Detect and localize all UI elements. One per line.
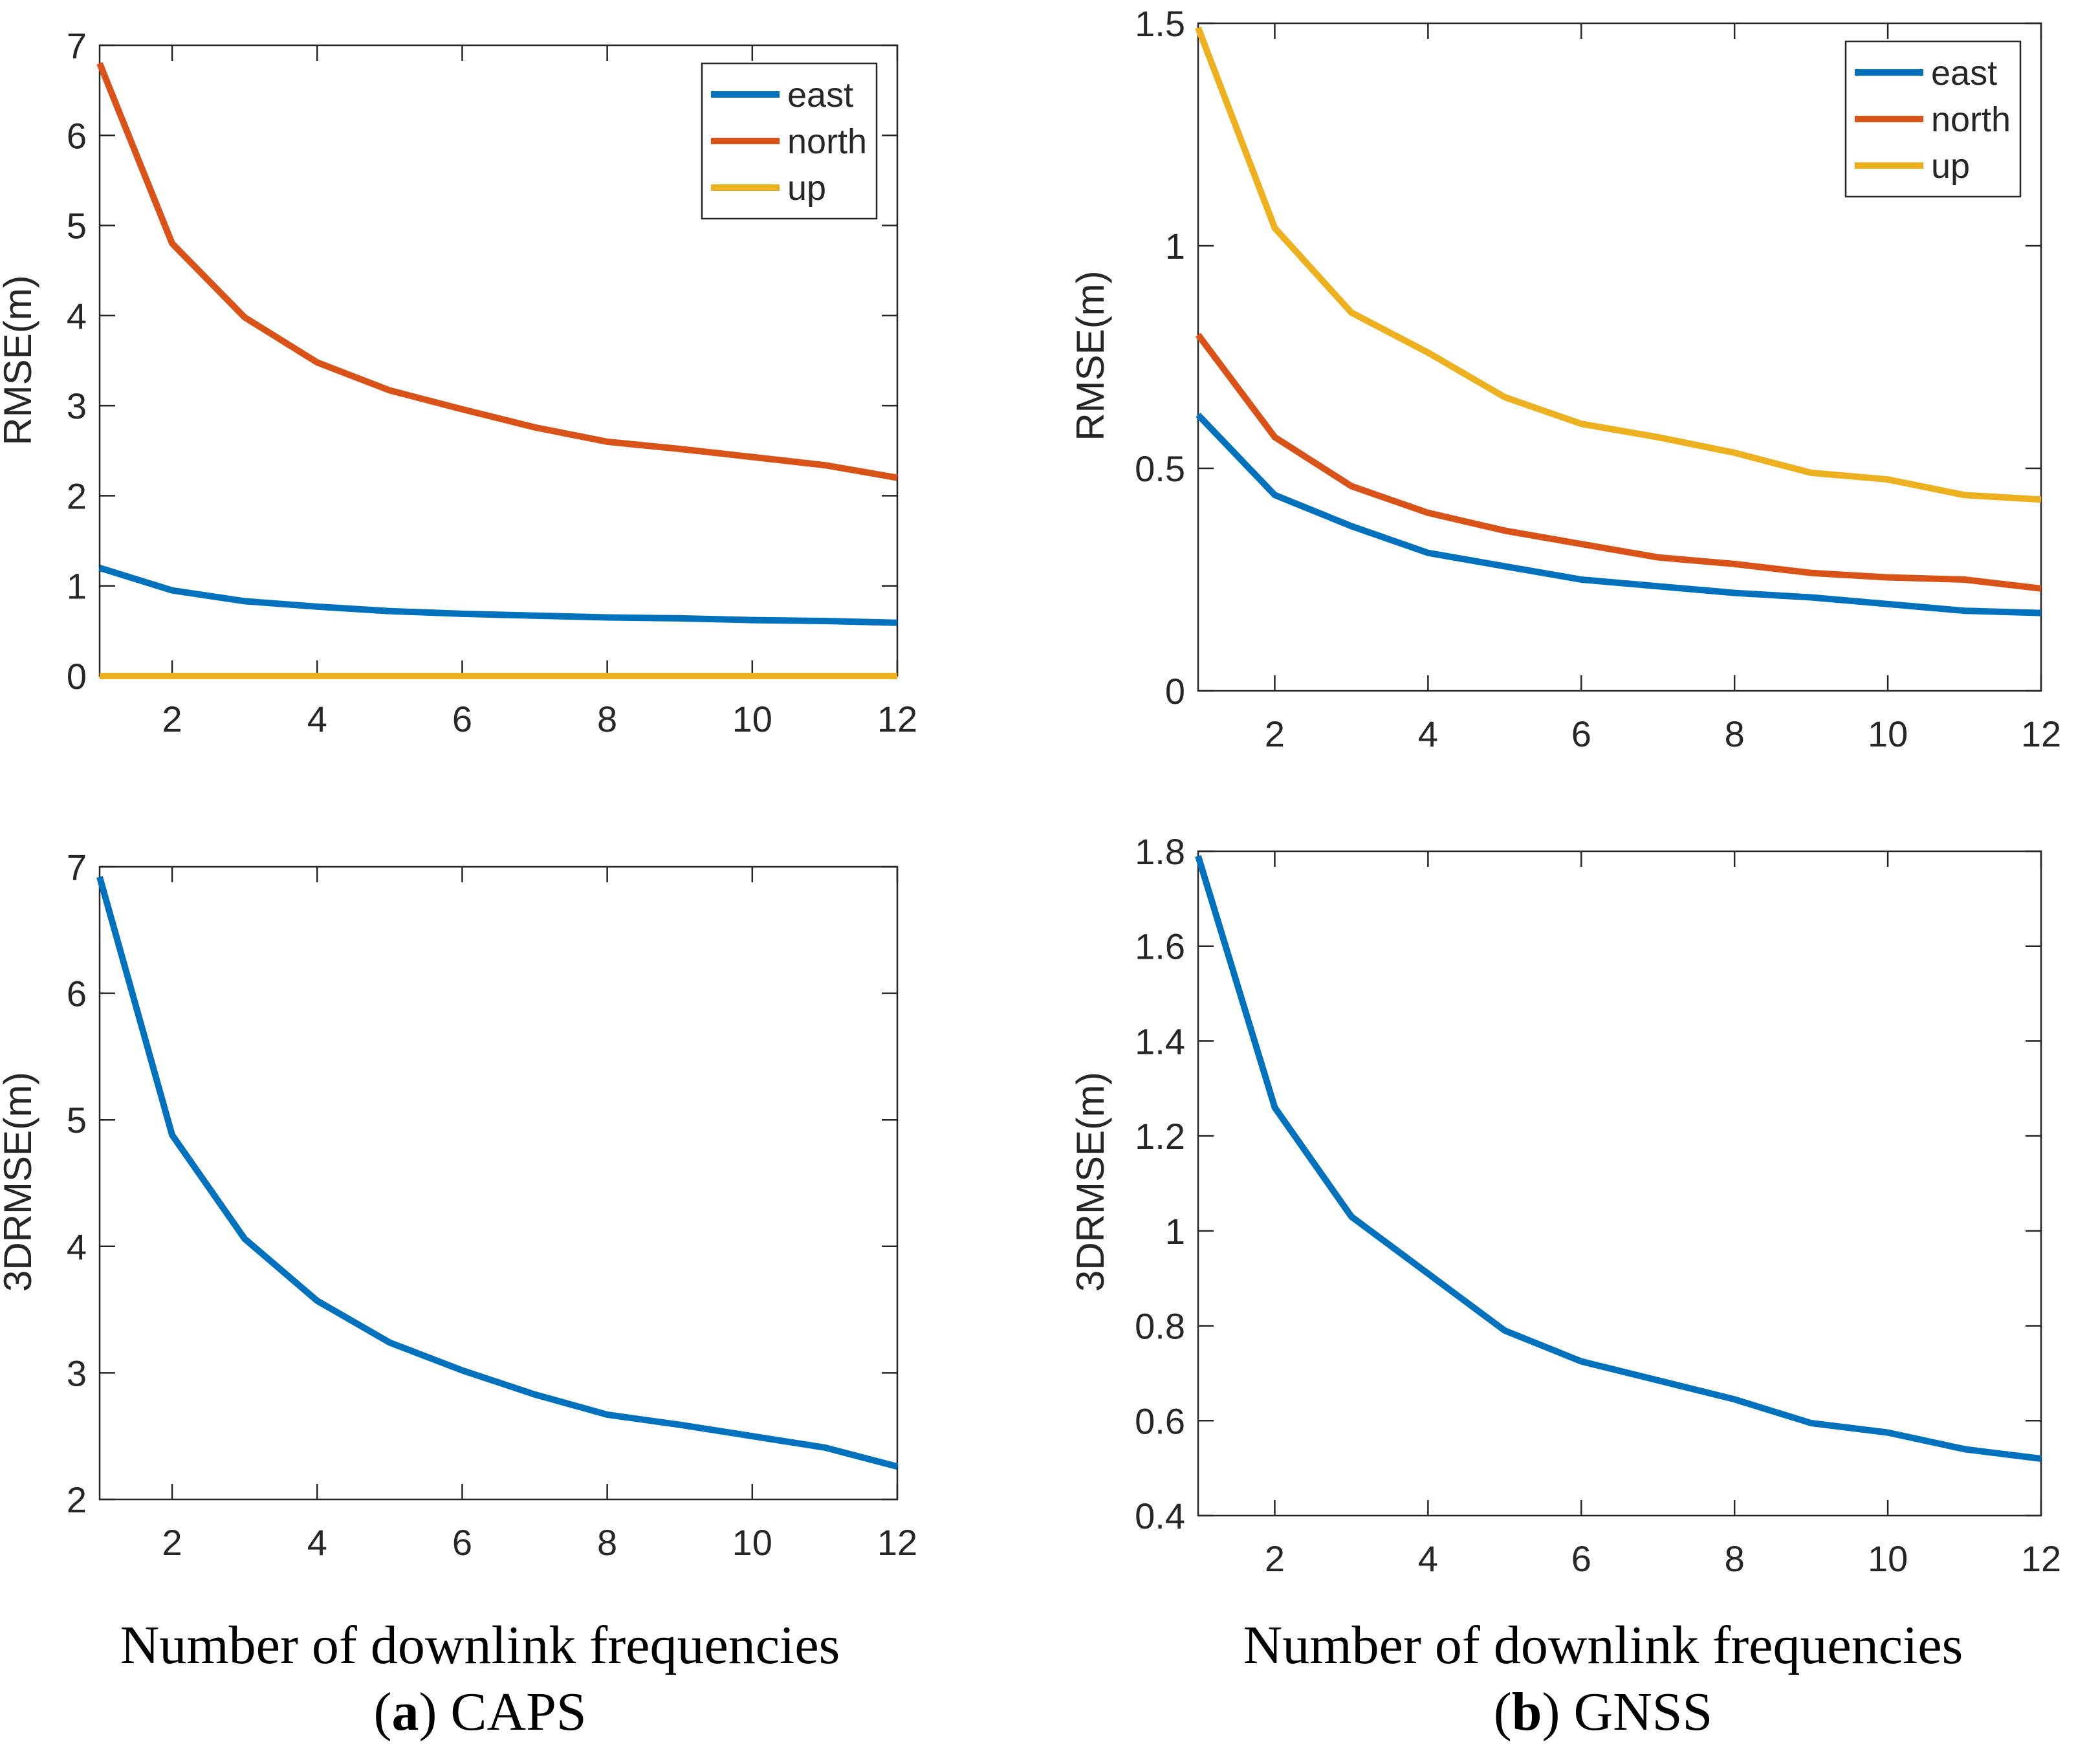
left-caption-name: CAPS (450, 1682, 587, 1742)
y-tick-label: 7 (67, 847, 87, 887)
x-tick-label: 10 (1868, 713, 1908, 754)
series-line-3drmse (96, 876, 899, 1470)
y-tick-label: 1.2 (1135, 1116, 1185, 1157)
right-caption-subtitle: (b) GNSS (1493, 1682, 1713, 1742)
y-tick-label: 2 (67, 1479, 87, 1520)
series-line-east (98, 565, 898, 626)
x-tick-label: 4 (307, 699, 327, 739)
series-line-north (1195, 332, 2042, 592)
chart-caps-3drmse: 2 4 6 8 10 12 2 3 4 5 6 7 3DRMSE(m) (0, 847, 917, 1563)
x-tick-label: 2 (1265, 1538, 1285, 1579)
series-line-3drmse (1195, 855, 2042, 1462)
plot-area (98, 866, 899, 1501)
left-caption-xlabel: Number of downlink frequencies (120, 1615, 840, 1675)
y-tick-label: 1 (1165, 1211, 1185, 1252)
legend-label-up: up (787, 169, 826, 208)
right-caption-letter: b (1511, 1682, 1542, 1742)
x-tick-label: 4 (307, 1522, 327, 1563)
left-caption-letter: a (391, 1682, 419, 1742)
x-tick-label: 8 (1725, 1538, 1745, 1579)
right-caption-name: GNSS (1573, 1682, 1713, 1742)
x-tick-label: 10 (1868, 1538, 1908, 1579)
y-tick-label: 0.4 (1135, 1496, 1185, 1536)
legend-label-east: east (1931, 54, 1997, 93)
x-tick-label: 6 (1571, 1538, 1591, 1579)
x-tick-label: 6 (1571, 713, 1591, 754)
legend: east north up (1844, 40, 2022, 198)
y-tick-label: 1.4 (1135, 1021, 1185, 1062)
y-tick-label: 6 (67, 115, 87, 156)
x-tick-label: 12 (877, 699, 917, 739)
y-tick-label: 1 (67, 566, 87, 607)
chart-gnss-3drmse: 2 4 6 8 10 12 0.4 0.6 0.8 1 1.2 1.4 1.6 1.8 3DRMSE(m) (1069, 831, 2061, 1579)
y-tick-label: 0.5 (1135, 448, 1185, 489)
series-line-up (1195, 27, 2042, 503)
y-tick-label: 0 (1165, 671, 1185, 712)
y-tick-label: 1.6 (1135, 926, 1185, 967)
legend-label-up: up (1931, 147, 1970, 186)
legend-label-north: north (787, 122, 867, 161)
x-tick-label: 2 (162, 1522, 182, 1563)
y-tick-label: 5 (67, 1100, 87, 1140)
y-axis-label: RMSE(m) (0, 275, 39, 445)
y-tick-label: 3 (67, 386, 87, 426)
x-tick-label: 4 (1418, 713, 1438, 754)
x-tick-label: 12 (2021, 713, 2061, 754)
y-tick-label: 6 (67, 974, 87, 1014)
x-tick-label: 10 (732, 699, 772, 739)
y-tick-label: 0.6 (1135, 1400, 1185, 1441)
y-tick-label: 1.8 (1135, 831, 1185, 872)
x-tick-label: 8 (1725, 713, 1745, 754)
x-tick-label: 2 (1265, 713, 1285, 754)
right-caption-xlabel: Number of downlink frequencies (1243, 1615, 1963, 1675)
x-tick-label: 6 (452, 1522, 472, 1563)
y-axis-label: 3DRMSE(m) (0, 1072, 39, 1292)
x-tick-label: 4 (1418, 1538, 1438, 1579)
legend-label-north: north (1931, 100, 2011, 139)
x-tick-label: 8 (597, 1522, 617, 1563)
series-line-east (1196, 412, 2042, 616)
y-tick-label: 5 (67, 206, 87, 246)
x-tick-label: 2 (162, 699, 182, 739)
y-tick-label: 4 (67, 1226, 87, 1267)
x-tick-label: 6 (452, 699, 472, 739)
y-tick-label: 1.5 (1135, 3, 1185, 44)
x-tick-label: 8 (597, 699, 617, 739)
y-tick-label: 4 (67, 296, 87, 336)
y-axis-label: RMSE(m) (1069, 270, 1112, 441)
chart-gnss-rmse: 2 4 6 8 10 12 0 0.5 1 1.5 RMSE(m) east north up (1069, 3, 2061, 754)
x-tick-label: 10 (732, 1522, 772, 1563)
y-tick-label: 1 (1165, 226, 1185, 267)
left-caption-subtitle: (a) CAPS (373, 1682, 587, 1742)
series-line-north (96, 62, 898, 481)
y-tick-label: 0 (67, 656, 87, 697)
plot-area (1197, 850, 2042, 1517)
legend-box (701, 62, 878, 220)
legend: east north up (701, 62, 878, 220)
y-tick-label: 2 (67, 475, 87, 516)
legend-label-east: east (787, 76, 853, 114)
y-tick-label: 7 (67, 25, 87, 66)
y-axis-label: 3DRMSE(m) (1069, 1072, 1112, 1292)
x-tick-label: 12 (2021, 1538, 2061, 1579)
y-tick-label: 3 (67, 1353, 87, 1393)
y-tick-label: 0.8 (1135, 1306, 1185, 1347)
x-tick-label: 12 (877, 1522, 917, 1563)
